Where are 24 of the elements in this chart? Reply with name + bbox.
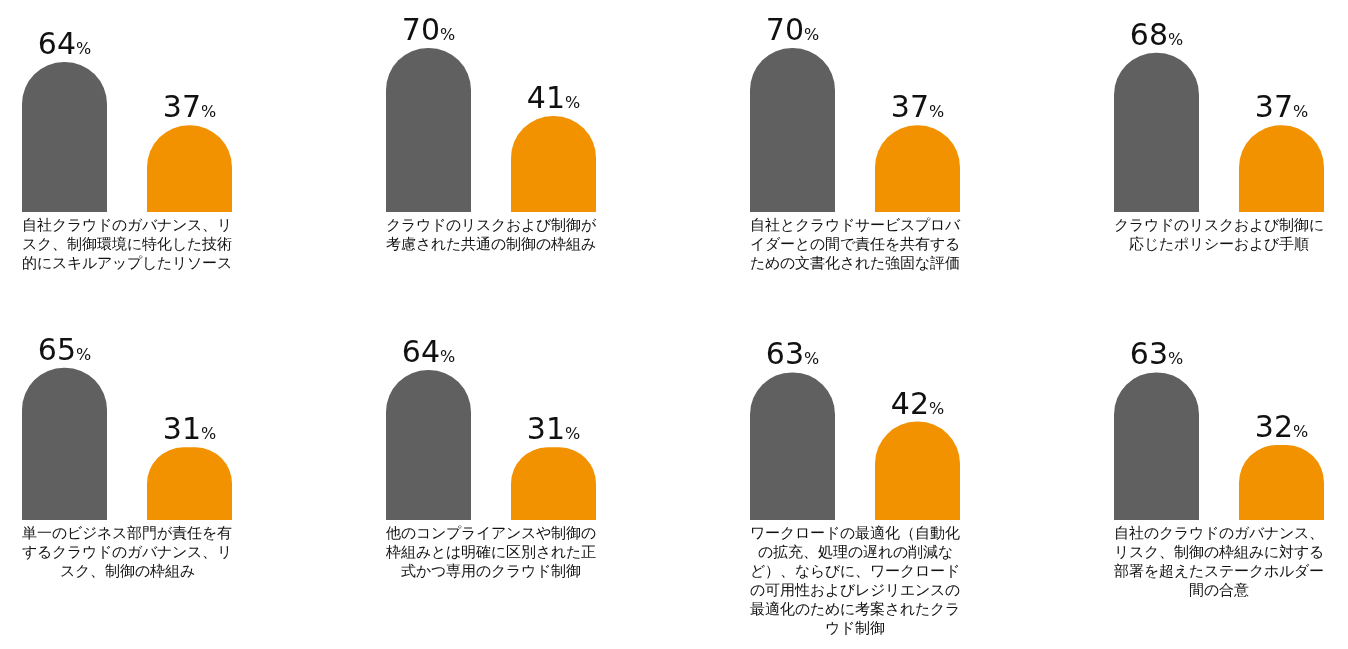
data-label: 37%: [162, 89, 217, 125]
data-label: 31%: [162, 411, 217, 447]
data-label: 63%: [765, 336, 820, 372]
data-label: 37%: [890, 89, 945, 125]
data-label: 37%: [1254, 89, 1309, 125]
data-label: 42%: [890, 385, 945, 421]
x-axis-title: 自社のクラウドのガバナンス、リスク、制御の枠組みに対する部署を超えたステークホルダー間の合意: [1113, 524, 1325, 600]
x-axis-title: 他のコンプライアンスや制御の枠組みとは明確に区別された正式かつ専用のクラウド制御: [385, 524, 597, 581]
data-label: 32%: [1254, 409, 1309, 445]
data-label: 64%: [37, 26, 92, 62]
data-label: 41%: [526, 79, 581, 115]
x-axis-title: ワークロードの最適化（自動化の拡充、処理の遅れの削減など）、ならびに、ワークロードの可用性およびレジリエンスの最適化のために考案されたクラウド制御: [749, 524, 961, 638]
data-label: 63%: [1129, 336, 1184, 372]
x-axis-title: クラウドのリスクおよび制御が考慮された共通の制御の枠組み: [385, 216, 597, 254]
x-axis-title: クラウドのリスクおよび制御に応じたポリシーおよび手順: [1113, 216, 1325, 254]
x-axis-title: 自社とクラウドサービスプロバイダーとの間で責任を共有するための文書化された強固な評価: [749, 216, 961, 273]
data-label: 70%: [765, 12, 820, 47]
data-label: 65%: [37, 331, 92, 367]
data-label: 70%: [401, 12, 456, 47]
data-label: 31%: [526, 411, 581, 447]
x-axis-title: 自社クラウドのガバナンス、リスク、制御環境に特化した技術的にスキルアップしたリソース: [21, 216, 233, 273]
data-label: 68%: [1129, 16, 1184, 52]
data-label: 64%: [401, 334, 456, 370]
x-axis-title: 単一のビジネス部門が責任を有するクラウドのガバナンス、リスク、制御の枠組み: [21, 524, 233, 581]
